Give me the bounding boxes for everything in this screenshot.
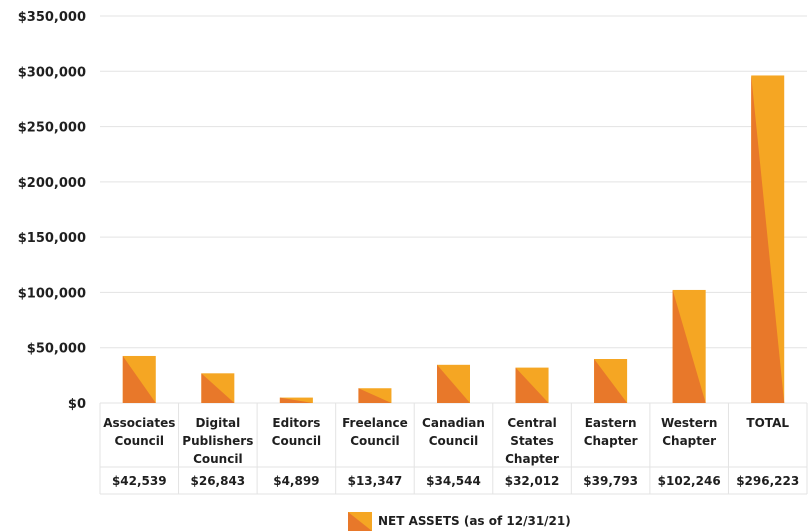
bar [594, 359, 628, 403]
legend-label: NET ASSETS (as of 12/31/21) [378, 514, 571, 528]
x-category-label: Freelance Council [342, 416, 408, 448]
x-category-label: Canadian Council [422, 416, 485, 448]
value-label: $296,223 [736, 474, 799, 488]
value-label: $102,246 [658, 474, 721, 488]
value-label: $34,544 [426, 474, 481, 488]
bar [279, 397, 313, 403]
y-tick-label: $300,000 [18, 65, 86, 80]
x-category-label: Western Chapter [661, 416, 717, 448]
bars [122, 75, 785, 403]
y-tick-label: $250,000 [18, 121, 86, 136]
bar [751, 75, 785, 403]
x-category-label: TOTAL [746, 416, 789, 430]
y-tick-label: $0 [68, 397, 86, 412]
y-tick-label: $350,000 [18, 10, 86, 25]
value-label: $32,012 [505, 474, 560, 488]
x-category-label: Central States Chapter [505, 416, 559, 466]
value-label: $13,347 [348, 474, 403, 488]
value-label: $39,793 [583, 474, 638, 488]
bar [358, 388, 392, 403]
bar [672, 289, 706, 403]
bar [122, 355, 156, 403]
x-category-label: Associates Council [103, 416, 175, 448]
bar [515, 367, 549, 403]
x-category-label: Eastern Chapter [584, 416, 638, 448]
y-tick-label: $150,000 [18, 231, 86, 246]
gridlines [100, 15, 807, 404]
y-tick-label: $50,000 [27, 342, 86, 357]
x-category-label: Editors Council [272, 416, 321, 448]
value-label: $4,899 [273, 474, 319, 488]
bar [201, 373, 235, 403]
legend-swatch [348, 512, 372, 531]
bar [437, 364, 470, 403]
value-label: $26,843 [191, 474, 246, 488]
y-tick-label: $200,000 [18, 176, 86, 191]
y-axis-tick-labels: $0 $50,000 $100,000 $150,000 $200,000 $250,00… [18, 10, 86, 412]
legend: NET ASSETS (as of 12/31/21) [348, 512, 571, 531]
y-tick-label: $100,000 [18, 286, 86, 301]
value-label: $42,539 [112, 474, 167, 488]
x-category-label: Digital Publishers Council [182, 416, 253, 466]
value-table: $42,539 $26,843 $4,899 $13,347 $34,544 $32,01… [99, 403, 808, 495]
